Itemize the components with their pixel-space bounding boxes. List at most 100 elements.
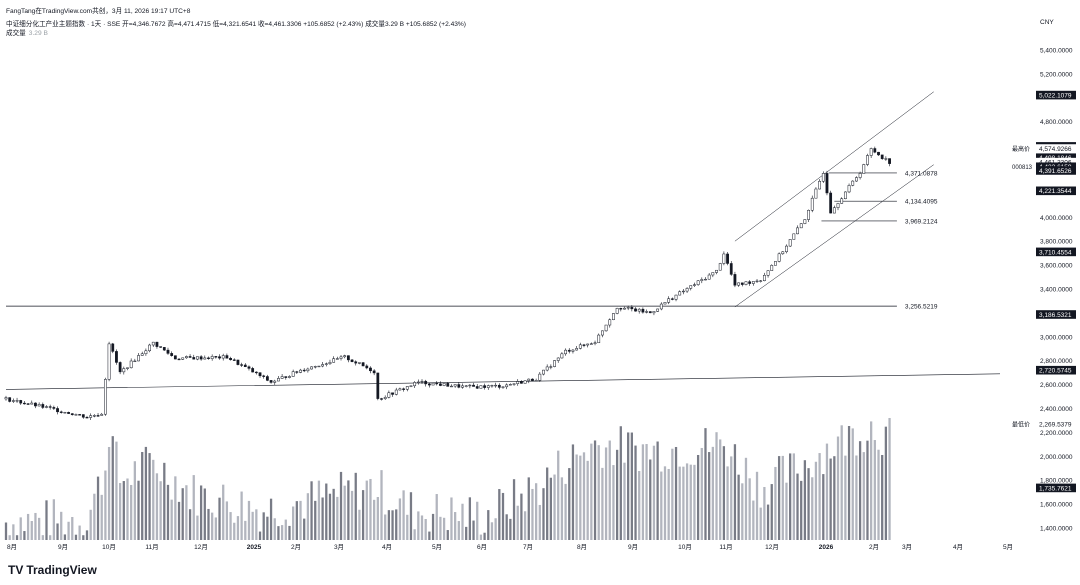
volume-bar xyxy=(873,440,876,540)
candle-body xyxy=(339,356,343,359)
volume-bar xyxy=(214,517,217,540)
candle-body xyxy=(398,388,402,391)
candle-body xyxy=(667,298,671,303)
candle-body xyxy=(457,384,461,388)
candle-body xyxy=(825,173,829,194)
volume-bar xyxy=(785,482,788,540)
volume-bar xyxy=(133,461,136,540)
volume-bar xyxy=(568,468,571,540)
candle-body xyxy=(553,360,556,367)
volume-bar xyxy=(439,516,442,540)
candle-body xyxy=(497,384,501,388)
candle-body xyxy=(641,308,645,313)
volume-bar xyxy=(685,463,689,540)
horizontal-level-label: 3,969.2124 xyxy=(905,218,938,225)
candle-body xyxy=(63,412,67,414)
volume-bar xyxy=(317,480,321,540)
volume-bar xyxy=(472,520,475,540)
x-tick-label: 12月 xyxy=(765,543,779,551)
volume-bar xyxy=(60,511,63,540)
candle-body xyxy=(317,365,321,368)
volume-bar xyxy=(391,510,394,540)
candle-body xyxy=(173,355,177,360)
volume-bar xyxy=(667,468,670,540)
volume-bar xyxy=(450,497,453,540)
candle-body xyxy=(461,385,464,388)
volume-bar xyxy=(638,470,641,540)
volume-bar xyxy=(641,444,645,540)
volume-bar xyxy=(741,483,744,540)
volume-bar xyxy=(579,455,582,540)
candle-body xyxy=(615,308,619,314)
volume-bar xyxy=(159,481,162,540)
x-tick-label: 9月 xyxy=(58,543,68,551)
candle-body xyxy=(829,192,833,214)
candle-body xyxy=(302,369,306,372)
symbol-ohlc-line: 中证细分化工产业主题指数 · 1天 · SSE 开=4,346.7672 高=4… xyxy=(6,21,466,28)
candle-body xyxy=(129,360,133,369)
candle-body xyxy=(862,164,866,174)
volume-bar xyxy=(82,535,85,540)
volume-bar xyxy=(465,526,468,540)
price-marker-box xyxy=(1036,153,1076,163)
price-marker-box xyxy=(1036,166,1076,175)
price-axis[interactable]: 5,400.00005,200.00004,800.00004,600.0000… xyxy=(1040,47,1073,532)
volume-bar xyxy=(634,445,637,540)
candle-body xyxy=(225,355,229,359)
candle-body xyxy=(56,408,59,413)
candle-body xyxy=(387,392,391,398)
tradingview-logo[interactable]: TV TradingView xyxy=(8,563,97,577)
y-tick-label: 4,800.0000 xyxy=(1040,119,1073,126)
candle-body xyxy=(523,380,527,384)
volume-bar xyxy=(855,455,858,540)
candle-body xyxy=(380,398,383,400)
x-tick-label: 3月 xyxy=(902,543,912,551)
candle-body xyxy=(508,384,512,386)
volume-bar xyxy=(682,466,685,540)
candle-body xyxy=(814,188,818,199)
volume-bar xyxy=(8,535,11,540)
candle-body xyxy=(869,148,873,156)
candle-body xyxy=(722,253,726,264)
volume-bar xyxy=(487,510,490,540)
price-marker-label: 2,269.5379 xyxy=(1039,422,1072,429)
candle-body xyxy=(273,380,277,383)
volume-bar xyxy=(520,493,523,540)
time-axis[interactable]: 8月 9月 10月 11月 12月 2025 2月 3月 4月 5月 6月 7月 8月 9月 10月 11月 1… xyxy=(7,543,1013,551)
volume-bar xyxy=(144,446,148,540)
volume-bar xyxy=(490,522,494,540)
y-tick-label: 3,600.0000 xyxy=(1040,263,1073,270)
volume-bar xyxy=(549,477,553,540)
candle-body xyxy=(759,280,763,282)
horizontal-level-label: 3,256.5219 xyxy=(905,304,938,311)
volume-bar xyxy=(814,461,818,540)
candle-body xyxy=(582,344,586,346)
candle-body xyxy=(777,253,781,262)
volume-bar xyxy=(696,454,700,540)
candle-body xyxy=(755,280,759,283)
volume-bar xyxy=(4,522,8,540)
candle-body xyxy=(836,203,840,208)
publisher-line: FangTang在TradingView.com共创，3月 11, 2026 1… xyxy=(6,8,191,15)
candle-body xyxy=(11,400,15,402)
volume-bar xyxy=(369,478,372,540)
volume-bar xyxy=(660,471,663,540)
candle-body xyxy=(96,415,100,417)
volume-bar xyxy=(483,532,486,540)
volume-bar xyxy=(63,534,67,540)
candle-body xyxy=(188,356,192,358)
volume-bar xyxy=(225,501,229,540)
candle-body xyxy=(291,371,295,377)
volume-bar xyxy=(851,428,854,540)
candle-body xyxy=(122,368,126,373)
volume-bar xyxy=(67,521,70,540)
volume-bar xyxy=(325,483,328,540)
volume-bar xyxy=(693,464,696,540)
candle-body xyxy=(133,360,137,363)
candle-body xyxy=(751,281,755,284)
volume-bar xyxy=(244,520,247,540)
volume-bar xyxy=(575,454,578,540)
candle-body xyxy=(277,378,280,382)
volume-bar xyxy=(825,443,829,540)
